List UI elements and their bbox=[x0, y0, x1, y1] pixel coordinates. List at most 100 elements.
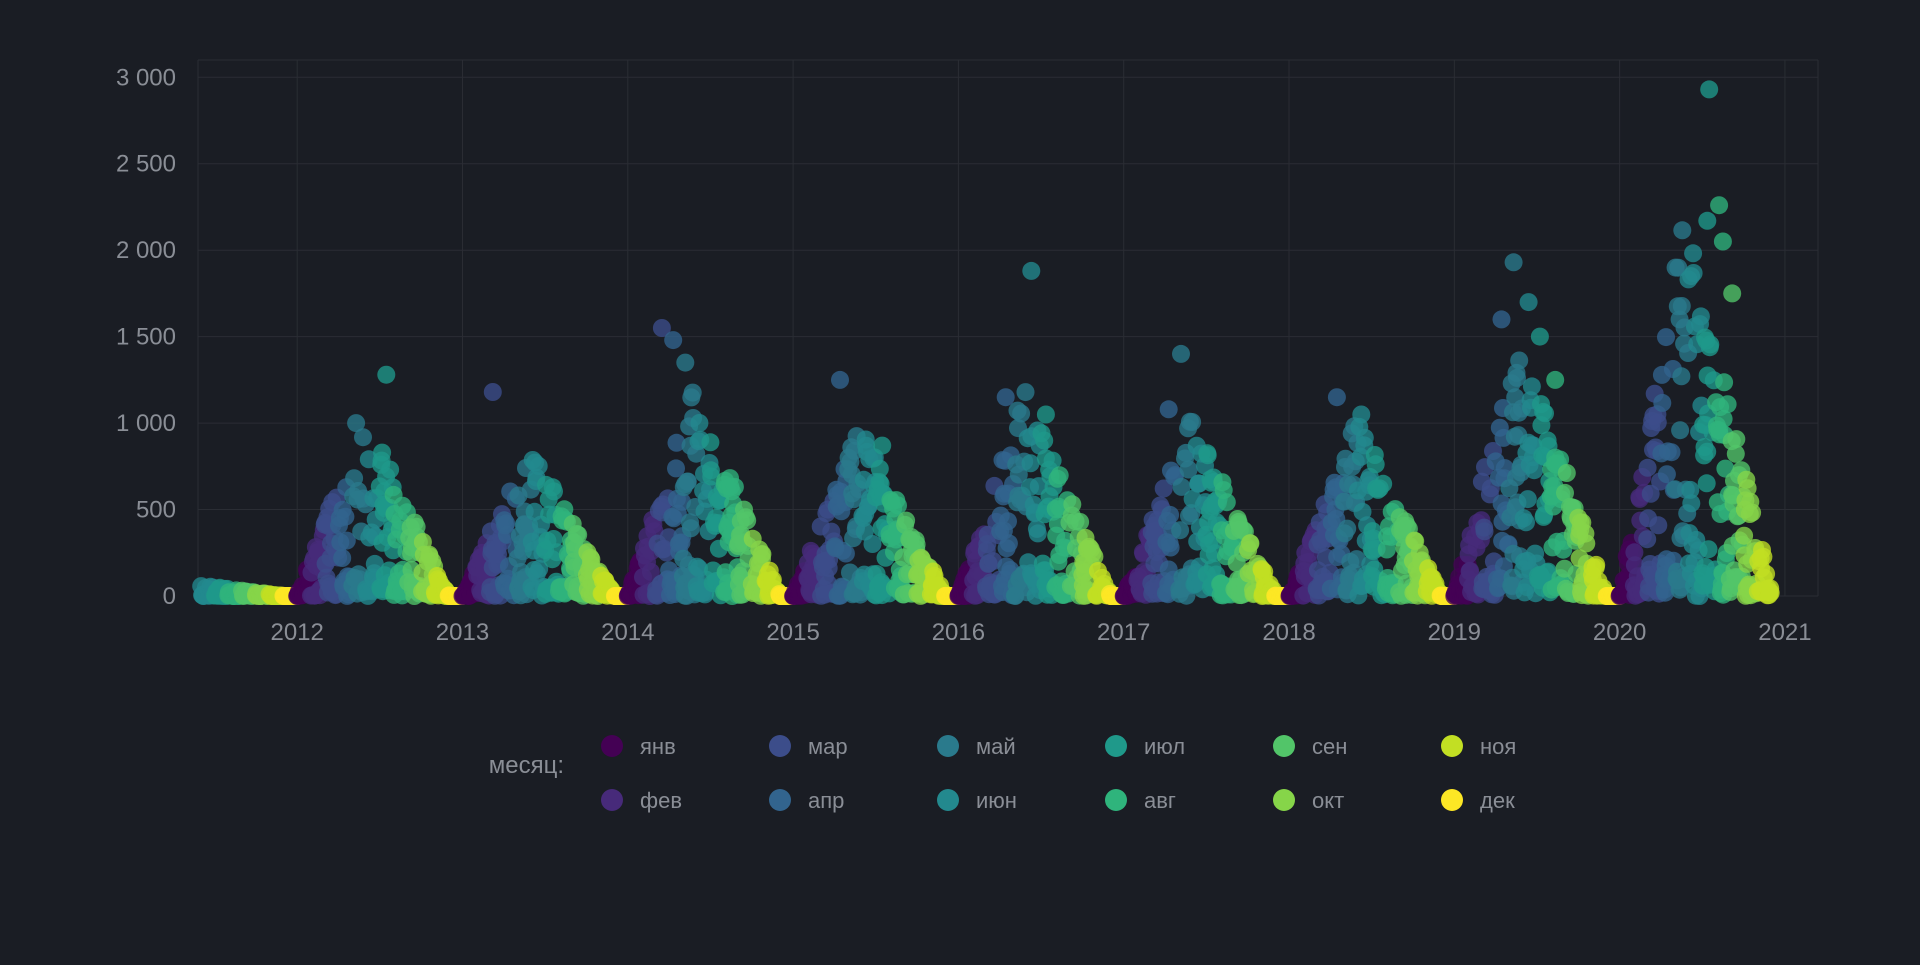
x-tick-label: 2021 bbox=[1758, 619, 1811, 646]
data-point bbox=[690, 414, 708, 432]
legend-item: май bbox=[937, 734, 1016, 759]
x-tick-label: 2016 bbox=[932, 619, 985, 646]
data-point bbox=[1037, 406, 1055, 424]
data-point bbox=[1653, 394, 1671, 412]
data-point bbox=[1682, 494, 1700, 512]
data-point bbox=[336, 508, 354, 526]
data-point bbox=[1183, 413, 1201, 431]
data-point bbox=[999, 512, 1017, 530]
data-point bbox=[1520, 293, 1538, 311]
legend-swatch bbox=[601, 735, 623, 757]
x-tick-label: 2015 bbox=[766, 619, 819, 646]
data-point bbox=[1523, 377, 1541, 395]
data-point bbox=[1505, 253, 1523, 271]
data-point bbox=[1587, 556, 1605, 574]
data-point bbox=[1493, 310, 1511, 328]
legend-label: дек bbox=[1480, 788, 1515, 813]
data-point bbox=[1700, 80, 1718, 98]
data-point bbox=[1743, 504, 1761, 522]
data-point bbox=[1051, 466, 1069, 484]
data-point bbox=[1700, 540, 1718, 558]
data-point bbox=[1374, 475, 1392, 493]
data-point bbox=[726, 478, 744, 496]
legend-label: июн bbox=[976, 788, 1017, 813]
legend-item: июн bbox=[937, 788, 1017, 813]
data-point bbox=[684, 384, 702, 402]
data-point bbox=[1161, 506, 1179, 524]
data-point bbox=[1338, 520, 1356, 538]
data-point bbox=[1012, 405, 1030, 423]
data-point bbox=[1328, 388, 1346, 406]
data-point bbox=[1754, 548, 1772, 566]
data-point bbox=[1719, 395, 1737, 413]
x-tick-label: 2019 bbox=[1428, 619, 1481, 646]
x-tick-label: 2014 bbox=[601, 619, 654, 646]
data-point bbox=[1658, 465, 1676, 483]
data-point bbox=[1663, 443, 1681, 461]
data-point bbox=[1727, 430, 1745, 448]
legend-item: фев bbox=[601, 788, 682, 813]
data-point bbox=[530, 457, 548, 475]
data-point bbox=[1035, 432, 1053, 450]
legend-title: месяц: bbox=[489, 752, 564, 779]
legend-label: окт bbox=[1312, 788, 1344, 813]
data-point bbox=[1682, 267, 1700, 285]
data-point bbox=[1698, 443, 1716, 461]
data-point bbox=[753, 545, 771, 563]
data-point bbox=[1639, 459, 1657, 477]
data-point bbox=[682, 519, 700, 537]
data-point bbox=[1671, 421, 1689, 439]
scatter-chart: 05001 0001 5002 0002 5003 00020122013201… bbox=[0, 0, 1920, 960]
data-point bbox=[1017, 383, 1035, 401]
legend-swatch bbox=[1273, 789, 1295, 811]
data-point bbox=[1476, 522, 1494, 540]
data-point bbox=[1684, 244, 1702, 262]
legend-swatch bbox=[1441, 735, 1463, 757]
y-tick-label: 3 000 bbox=[116, 64, 176, 91]
data-point bbox=[1649, 516, 1667, 534]
legend-swatch bbox=[1273, 735, 1295, 757]
data-point bbox=[738, 511, 756, 529]
y-tick-label: 2 000 bbox=[116, 237, 176, 264]
x-tick-label: 2013 bbox=[436, 619, 489, 646]
data-point bbox=[1710, 196, 1728, 214]
data-point bbox=[1367, 455, 1385, 473]
data-point bbox=[1698, 474, 1716, 492]
legend-label: июл bbox=[1144, 734, 1185, 759]
data-point bbox=[676, 354, 694, 372]
data-point bbox=[1701, 335, 1719, 353]
data-point bbox=[1723, 284, 1741, 302]
data-point bbox=[1218, 493, 1236, 511]
data-point bbox=[1241, 534, 1259, 552]
x-tick-label: 2017 bbox=[1097, 619, 1150, 646]
data-point bbox=[333, 549, 351, 567]
legend-swatch bbox=[1105, 789, 1127, 811]
legend-label: мар bbox=[808, 734, 848, 759]
data-point bbox=[1517, 513, 1535, 531]
data-point bbox=[997, 388, 1015, 406]
data-point bbox=[1558, 464, 1576, 482]
data-point bbox=[347, 414, 365, 432]
legend-label: авг bbox=[1144, 788, 1176, 813]
data-point bbox=[1162, 539, 1180, 557]
data-point bbox=[873, 437, 891, 455]
legend-label: сен bbox=[1312, 734, 1347, 759]
y-tick-label: 1 000 bbox=[116, 410, 176, 437]
data-point bbox=[1536, 404, 1554, 422]
legend-item: июл bbox=[1105, 734, 1185, 759]
data-point bbox=[373, 444, 391, 462]
data-point bbox=[1000, 534, 1018, 552]
data-point bbox=[1172, 345, 1190, 363]
data-point bbox=[377, 366, 395, 384]
legend-swatch bbox=[769, 735, 791, 757]
data-point bbox=[831, 371, 849, 389]
data-point bbox=[1714, 233, 1732, 251]
data-point bbox=[1160, 400, 1178, 418]
data-point bbox=[1071, 513, 1089, 531]
y-tick-label: 500 bbox=[136, 497, 176, 524]
legend-label: ноя bbox=[1480, 734, 1516, 759]
legend-label: апр bbox=[808, 788, 844, 813]
data-point bbox=[1673, 221, 1691, 239]
data-point bbox=[484, 383, 502, 401]
legend-swatch bbox=[1105, 735, 1127, 757]
